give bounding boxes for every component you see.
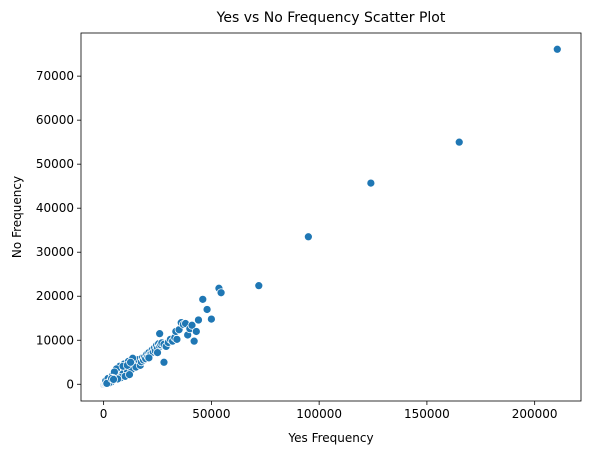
scatter-point (202, 305, 212, 314)
data-points-group (99, 44, 562, 389)
y-tick-label: 0 (66, 377, 74, 391)
scatter-point (125, 370, 134, 379)
y-tick-label: 60000 (36, 113, 74, 127)
scatter-point (109, 375, 118, 384)
y-tick-label: 50000 (36, 157, 74, 171)
y-tick-label: 30000 (36, 245, 74, 259)
scatter-point (159, 357, 169, 367)
scatter-point (254, 281, 264, 291)
y-tick-label: 70000 (36, 69, 74, 83)
y-axis-ticks: 0 10000 20000 30000 40000 50000 60000 70000 (36, 69, 81, 391)
scatter-point (144, 353, 154, 363)
scatter-point (187, 320, 197, 330)
x-axis-label: Yes Frequency (287, 431, 373, 445)
scatter-point (216, 288, 226, 298)
plot-frame (80, 32, 582, 402)
x-axis-ticks: 0 50000 100000 150000 200000 (100, 401, 558, 421)
x-tick-label: 50000 (192, 407, 230, 421)
scatter-point (366, 178, 376, 188)
y-tick-label: 40000 (36, 201, 74, 215)
scatter-point (155, 329, 165, 339)
x-tick-label: 100000 (296, 407, 342, 421)
scatter-point (189, 336, 199, 346)
scatter-point (454, 137, 464, 147)
scatter-point (172, 334, 182, 344)
scatter-point (198, 294, 208, 304)
scatter-point (126, 357, 135, 367)
scatter-point (153, 348, 162, 357)
scatter-point (303, 232, 313, 242)
scatter-point (191, 327, 201, 336)
scatter-point (194, 315, 203, 325)
y-axis-label: No Frequency (10, 176, 24, 258)
scatter-point (207, 314, 216, 324)
scatter-point (552, 44, 562, 54)
chart-title: Yes vs No Frequency Scatter Plot (216, 10, 446, 26)
x-tick-label: 150000 (404, 407, 450, 421)
y-tick-label: 10000 (36, 333, 74, 347)
y-tick-label: 20000 (36, 289, 74, 303)
x-tick-label: 0 (100, 407, 108, 421)
x-tick-label: 200000 (512, 407, 558, 421)
